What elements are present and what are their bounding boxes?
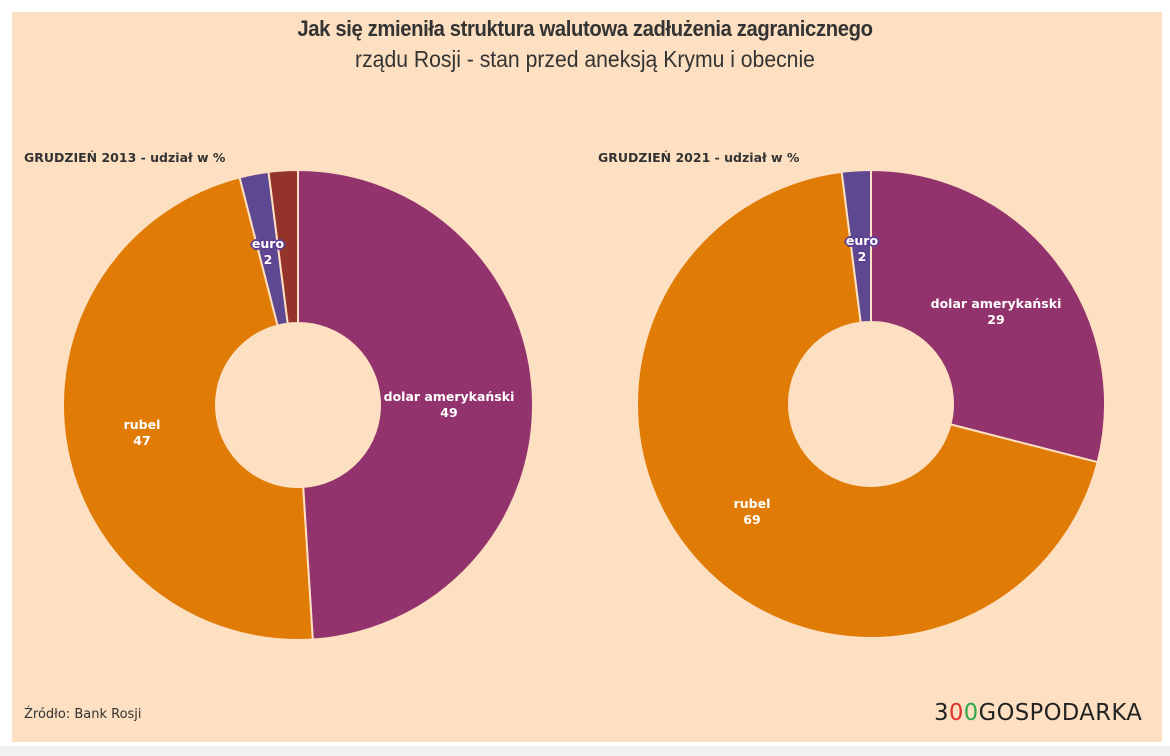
logo-green-zero: 0	[963, 700, 979, 726]
slice-label-name: euro	[845, 233, 879, 248]
slice-label-dolar-2013: dolar amerykański 49	[384, 389, 515, 421]
pie-slice-dolar-amerykański	[870, 168, 1106, 464]
pie-slice-other	[267, 168, 299, 325]
slice-label-value: 47	[133, 433, 151, 448]
slice-label-rubel-2021: rubel 69	[734, 496, 771, 528]
pie-slice-euro	[840, 168, 872, 324]
slice-label-value: 2	[857, 249, 867, 264]
slice-label-name: rubel	[733, 496, 771, 511]
slice-label-rubel-2013: rubel 47	[124, 417, 161, 449]
logo-digit: 3	[934, 700, 949, 726]
logo-red-zero: 0	[948, 700, 964, 726]
slice-label-euro-2013: euro 2	[252, 236, 284, 268]
slice-label-name: euro	[251, 236, 285, 251]
donut-chart-2021	[636, 168, 1106, 639]
panel-bottom-edge	[0, 746, 1170, 756]
slice-label-value: 69	[743, 512, 761, 527]
slice-label-name: dolar amerykański	[383, 389, 515, 404]
slice-label-name: dolar amerykański	[930, 296, 1062, 311]
slice-label-value: 29	[987, 312, 1005, 327]
chart-title: Jak się zmieniła struktura walutowa zadł…	[297, 16, 873, 41]
slice-label-value: 2	[263, 252, 273, 267]
slice-label-value: 49	[440, 405, 458, 420]
brand-logo: 300GOSPODARKA	[934, 700, 1142, 726]
slice-label-euro-2021: euro 2	[846, 233, 878, 265]
source-note: Źródło: Bank Rosji	[24, 707, 142, 722]
donut-chart-2013	[62, 168, 534, 641]
chart-subtitle: rządu Rosji - stan przed aneksją Krymu i…	[355, 46, 815, 72]
right-chart-label: GRUDZIEŃ 2021 - udział w %	[598, 150, 800, 165]
pie-slice-rubel	[636, 170, 1099, 639]
slice-label-dolar-2021: dolar amerykański 29	[931, 296, 1062, 328]
logo-wordmark: GOSPODARKA	[978, 700, 1143, 726]
pie-slice-rubel	[62, 176, 314, 641]
left-chart-label: GRUDZIEŃ 2013 - udział w %	[24, 150, 226, 165]
slice-label-name: rubel	[123, 417, 161, 432]
pie-slice-dolar-amerykański	[297, 168, 534, 641]
